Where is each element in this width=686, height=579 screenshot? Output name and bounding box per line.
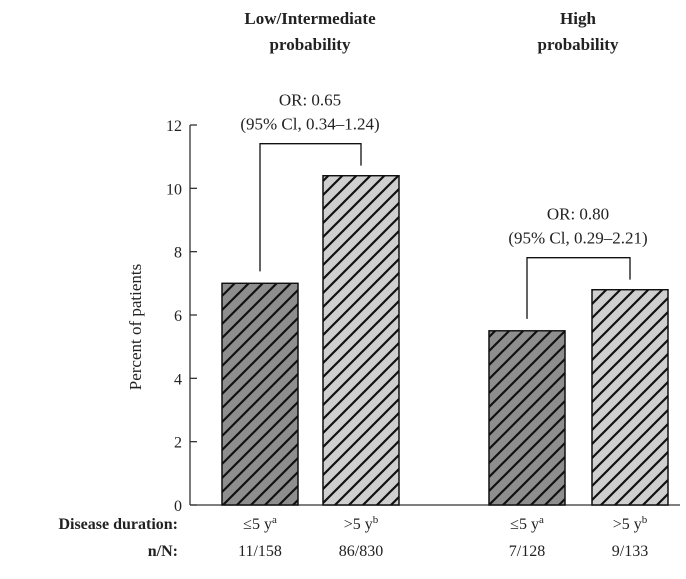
- group-title-line2: probability: [270, 35, 351, 54]
- n-over-N-cell: 86/830: [339, 543, 383, 560]
- n-over-N-cell: 9/133: [612, 543, 648, 560]
- comparison-bracket: [526, 257, 631, 319]
- y-tick-label: 0: [174, 498, 182, 515]
- y-tick-label: 10: [166, 181, 182, 198]
- disease-duration-cell: >5 yb: [344, 514, 379, 533]
- disease-duration-cell: >5 yb: [613, 514, 648, 533]
- comparison-bracket: [259, 143, 362, 272]
- confidence-interval-label: (95% Cl, 0.34–1.24): [240, 115, 379, 134]
- y-tick-label: 2: [174, 435, 182, 452]
- disease-duration-cell: ≤5 ya: [510, 514, 544, 533]
- duration-text: ≤5 y: [243, 516, 272, 533]
- duration-footnote-marker: a: [272, 514, 277, 526]
- odds-ratio-label: OR: 0.80: [547, 205, 609, 224]
- bar-hatch: [221, 282, 299, 506]
- odds-ratio-label: OR: 0.65: [279, 91, 341, 110]
- disease-duration-cell: ≤5 ya: [243, 514, 277, 533]
- duration-footnote-marker: a: [539, 514, 544, 526]
- confidence-interval-label: (95% Cl, 0.29–2.21): [508, 229, 647, 248]
- duration-text: >5 y: [344, 516, 373, 533]
- duration-footnote-marker: b: [642, 514, 648, 526]
- y-axis-label: Percent of patients: [126, 264, 145, 391]
- bar-hatch: [591, 289, 669, 506]
- duration-footnote-marker: b: [373, 514, 379, 526]
- n-over-N-cell: 7/128: [509, 543, 545, 560]
- bar-hatch: [488, 330, 566, 506]
- y-tick-label: 4: [174, 371, 182, 388]
- disease-duration-row-label: Disease duration:: [58, 516, 178, 533]
- y-tick-label: 6: [174, 308, 182, 325]
- y-tick-label: 8: [174, 245, 182, 262]
- duration-text: >5 y: [613, 516, 642, 533]
- n-over-N-row-label: n/N:: [148, 543, 178, 560]
- duration-text: ≤5 y: [510, 516, 539, 533]
- group-title-line1: Low/Intermediate: [244, 9, 376, 28]
- group-title-line1: High: [560, 9, 596, 28]
- bar-hatch: [322, 175, 400, 506]
- n-over-N-cell: 11/158: [238, 543, 282, 560]
- y-tick-label: 12: [166, 118, 182, 135]
- group-title-line2: probability: [538, 35, 619, 54]
